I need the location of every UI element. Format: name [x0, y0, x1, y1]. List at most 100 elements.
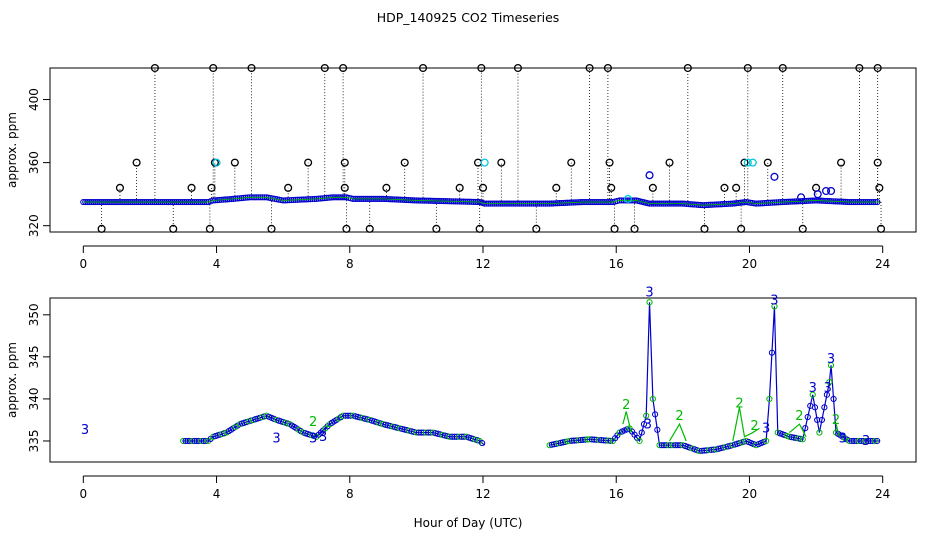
bottom-y-tick-label: 345	[27, 345, 41, 368]
bottom-series-point	[771, 303, 778, 310]
bottom-level-label: 3	[770, 294, 778, 309]
top-outliers-345-point	[552, 183, 561, 192]
bottom-level-2-line	[732, 407, 760, 442]
bottom-series-point	[788, 434, 795, 441]
bottom-level-label: 3	[762, 422, 770, 437]
bottom-series-point	[577, 436, 584, 444]
top-outliers-360-point	[665, 158, 674, 167]
bottom-level-1-line	[549, 302, 880, 452]
bottom-level-2-line	[622, 411, 632, 433]
bottom-series-point	[593, 436, 600, 443]
bottom-series-point	[823, 391, 831, 398]
bottom-series-point	[479, 439, 486, 447]
bottom-series-point	[189, 437, 196, 445]
bottom-series-point	[643, 412, 650, 419]
top-outliers-345-point	[732, 183, 741, 192]
top-outliers-345-point	[284, 183, 293, 192]
top-outliers-345-point	[340, 183, 349, 192]
bottom-series-point	[826, 379, 833, 386]
bottom-level-2-line	[789, 423, 807, 438]
top-outliers-low-point	[610, 224, 619, 233]
bottom-axes: 0 4 8 12 16 20 24 335 340 345 350	[27, 303, 890, 501]
top-outliers-360-point	[873, 158, 882, 167]
top-outliers-high-point	[247, 63, 256, 73]
top-x-tick-label: 8	[346, 257, 354, 271]
bottom-series-point	[799, 436, 806, 443]
top-outliers-345-point	[478, 183, 488, 192]
bottom-level-label: 3	[862, 434, 870, 449]
top-flagged-blue-point	[770, 172, 779, 181]
top-outliers-low-point	[169, 224, 178, 233]
top-y-tick-label: 360	[27, 151, 41, 174]
bottom-series-point	[605, 437, 612, 444]
bottom-series-point	[573, 437, 580, 444]
bottom-y-tick-label: 340	[27, 387, 41, 410]
bottom-series-point	[797, 435, 804, 442]
bottom-series-point	[184, 437, 191, 445]
bottom-series-point	[665, 442, 672, 449]
top-flagged-blue-point	[645, 171, 654, 180]
bottom-level-label: 3	[827, 352, 835, 367]
bottom-x-tick-label: 8	[346, 487, 354, 501]
top-flagged-blue-point	[822, 186, 831, 196]
bottom-level-label: 2	[735, 396, 743, 411]
top-outliers-high-point	[477, 63, 486, 73]
bottom-series-point	[792, 434, 800, 442]
bottom-y-tick-label: 350	[27, 303, 41, 326]
bottom-series-point	[649, 395, 656, 403]
top-outliers-360-point	[400, 158, 409, 167]
top-x-tick-label: 20	[742, 257, 757, 271]
top-x-tick-label: 16	[609, 257, 624, 271]
bottom-level-label: 3	[839, 432, 847, 447]
bottom-series-point	[638, 429, 645, 436]
bottom-level-label: 3	[809, 381, 817, 396]
top-outliers-345-point	[648, 183, 657, 192]
bottom-series-point	[196, 437, 203, 445]
bottom-x-tick-label: 24	[875, 487, 890, 501]
top-outliers-360-point	[837, 158, 846, 167]
top-outliers-high-point	[150, 63, 159, 73]
top-outliers-345-point	[455, 183, 464, 192]
bottom-level-label: 3	[644, 417, 652, 432]
bottom-series-point	[646, 299, 653, 306]
bottom-series-point	[584, 436, 591, 443]
top-outliers-high-point	[683, 63, 692, 73]
top-panel: 0 4 8 12 16 20 24 320 360 400 approx. ppm	[5, 63, 917, 271]
top-outliers-345-point	[187, 183, 196, 192]
bottom-x-tick-label: 16	[609, 487, 624, 501]
bottom-series-point	[658, 442, 665, 449]
bottom-series-point	[636, 437, 643, 445]
top-outliers-high-point	[743, 63, 752, 73]
top-flagged-blue-point	[813, 190, 822, 199]
top-flagged-cyan-point	[748, 158, 757, 167]
top-outliers-high-point	[320, 63, 329, 73]
top-plot-frame	[49, 67, 917, 233]
bottom-series-point	[763, 437, 770, 445]
top-outliers-360-point	[763, 158, 772, 167]
bottom-series-point	[786, 433, 793, 440]
bottom-series-point	[182, 437, 189, 445]
top-x-tick-label: 0	[79, 257, 87, 271]
top-outliers-low-point	[475, 224, 484, 233]
top-outliers-low-point	[700, 224, 709, 233]
bottom-series-point	[640, 421, 648, 428]
top-outliers-360-point	[304, 158, 313, 167]
bottom-series-point	[460, 433, 468, 440]
top-raw-marks	[80, 63, 886, 233]
bottom-series-point	[588, 436, 596, 443]
top-flagged-cyan-point	[212, 158, 221, 167]
bottom-series-point	[579, 436, 587, 443]
bottom-series-point	[827, 362, 835, 369]
bottom-series-point	[818, 416, 826, 424]
bottom-series-point	[656, 442, 663, 449]
bottom-series-point	[811, 404, 819, 411]
bottom-series-point	[180, 437, 187, 445]
bottom-series-point	[575, 437, 582, 444]
top-outliers-360-point	[567, 158, 576, 167]
bottom-y-axis-label: approx. ppm	[5, 342, 19, 418]
bottom-level-label: 3	[81, 423, 89, 438]
bottom-series-point	[790, 434, 797, 441]
